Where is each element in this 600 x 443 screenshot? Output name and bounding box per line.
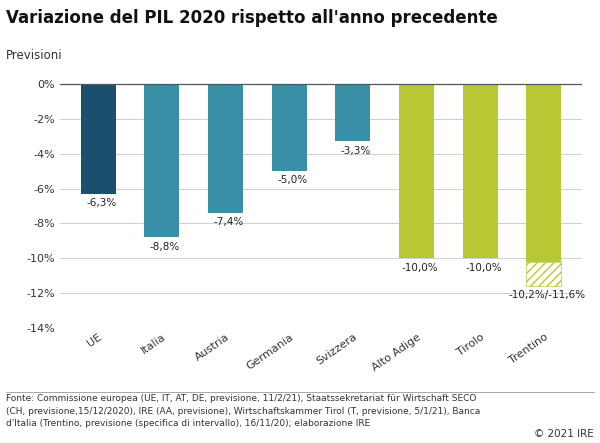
Text: © 2021 IRE: © 2021 IRE	[534, 428, 594, 439]
Text: -3,3%: -3,3%	[341, 146, 371, 156]
Text: -7,4%: -7,4%	[214, 217, 244, 227]
Bar	[526, 84, 562, 262]
Text: -10,2%/-11,6%: -10,2%/-11,6%	[508, 290, 586, 300]
Text: Previsioni: Previsioni	[6, 49, 62, 62]
Bar	[335, 84, 370, 141]
Bar	[272, 84, 307, 171]
Text: -8,8%: -8,8%	[150, 241, 180, 252]
Text: Fonte: Commissione europea (UE, IT, AT, DE, previsione, 11/2/21), Staatssekretar: Fonte: Commissione europea (UE, IT, AT, …	[6, 394, 480, 428]
Text: -6,3%: -6,3%	[86, 198, 116, 208]
Bar	[463, 84, 497, 258]
Text: -5,0%: -5,0%	[277, 175, 307, 186]
Text: -10,0%: -10,0%	[401, 263, 438, 272]
Bar	[145, 84, 179, 237]
Bar	[208, 84, 243, 213]
Bar	[526, 262, 562, 286]
Bar	[80, 84, 116, 194]
Bar	[399, 84, 434, 258]
Text: -10,0%: -10,0%	[465, 263, 502, 272]
Text: Variazione del PIL 2020 rispetto all'anno precedente: Variazione del PIL 2020 rispetto all'ann…	[6, 9, 498, 27]
